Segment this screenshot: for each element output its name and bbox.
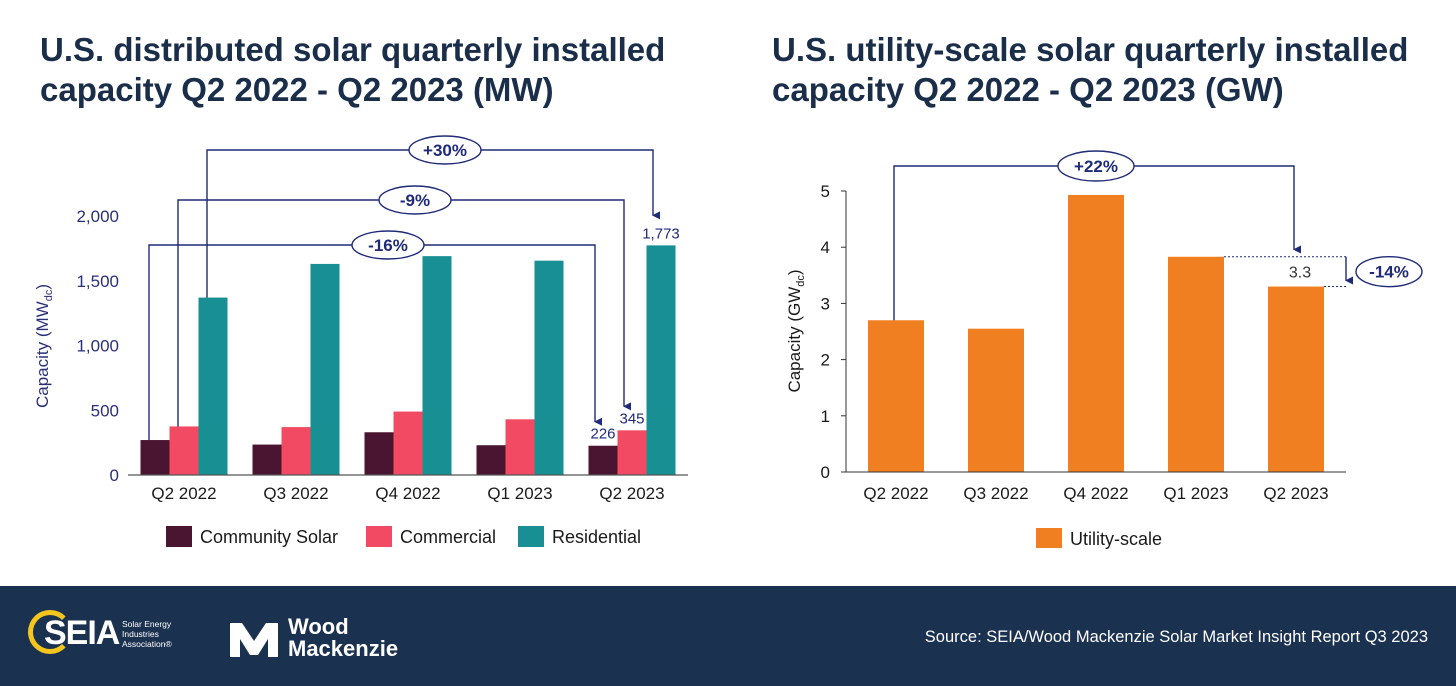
annotation-bubble [351,230,425,260]
x-tick-label: Q4 2022 [1063,484,1128,503]
bar-community-solar-0 [140,440,170,475]
annotation-bubble [378,185,452,215]
bar-residential-0 [198,297,228,475]
x-tick-label: Q1 2023 [487,484,552,503]
annotation-bubble [1057,150,1135,182]
x-tick-label: Q2 2022 [863,484,928,503]
legend-swatch [166,526,192,547]
x-tick-label: Q2 2023 [599,484,664,503]
x-tick-label: Q3 2022 [963,484,1028,503]
bar-residential-3 [534,260,564,475]
annotation-label: +30% [423,141,467,160]
y-axis-label: Capacity (MWdc) [33,284,55,408]
y-tick-label: 500 [91,401,119,420]
y-tick-label: 0 [821,463,830,482]
legend-label: Community Solar [200,527,338,547]
wm-line1: Wood [288,614,349,639]
annotation-label: -14% [1369,263,1409,282]
legend-label: Commercial [400,527,496,547]
data-label: 1,773 [642,225,680,242]
bar-community-solar-1 [252,444,282,475]
annotation-bubble [408,135,482,165]
bar-community-solar-4 [588,445,618,475]
right-chart-title: U.S. utility-scale solar quarterly insta… [772,31,1409,108]
bar-commercial-3 [505,419,535,475]
y-tick-label: 3 [821,294,830,313]
bar-utility-scale-1 [968,328,1024,472]
data-label: 226 [590,426,615,443]
legend-swatch [518,526,544,547]
y-tick-label: 2,000 [76,207,119,226]
wood-mackenzie-mark-icon [230,623,278,657]
bar-commercial-1 [281,427,311,475]
legend-swatch [1036,528,1062,548]
bar-utility-scale-2 [1068,194,1124,472]
y-tick-label: 1,500 [76,272,119,291]
data-label: 3.3 [1289,265,1311,282]
charts-canvas: Q2 2022 Q3 2022 Q4 2022 Q1 2023 Q2 2023 0 500 1… [33,135,1423,549]
annotation-bubble [1355,255,1423,288]
seia-sun-icon [28,610,72,654]
y-axis-label: Capacity (GWdc) [785,269,807,392]
x-tick-label: Q2 2022 [151,484,216,503]
annotation-label: -9% [400,191,430,210]
bar-utility-scale-3 [1168,256,1224,472]
x-tick-label: Q4 2022 [375,484,440,503]
data-label: 345 [619,410,644,427]
seia-logo-text: SEIA [44,614,120,652]
bar-residential-4 [646,245,676,475]
bar-utility-scale-0 [868,320,924,472]
bar-community-solar-2 [364,432,394,475]
annotation-label: -16% [368,236,408,255]
y-tick-label: 5 [821,182,830,201]
seia-logo: SEIA Solar Energy Industries Association… [24,608,204,664]
annotation-label: +22% [1074,157,1118,176]
x-tick-label: Q1 2023 [1163,484,1228,503]
wm-line2: Mackenzie [288,636,399,661]
bar-residential-1 [310,263,340,475]
seia-logo-subtext: Solar Energy Industries Association® [122,619,172,649]
y-tick-label: 1,000 [76,337,119,356]
legend-label: Utility-scale [1070,529,1162,549]
legend-label: Residential [552,527,641,547]
wood-mackenzie-logo-text: Wood Mackenzie [288,616,398,660]
bar-commercial-0 [169,426,199,475]
footer-bar: SEIA Solar Energy Industries Association… [0,586,1456,686]
bar-utility-scale-4 [1268,286,1324,472]
y-tick-label: 2 [821,351,830,370]
y-tick-label: 0 [110,466,119,485]
legend-swatch [366,526,392,547]
x-tick-label: Q3 2022 [263,484,328,503]
bar-residential-2 [422,256,452,475]
bar-commercial-2 [393,411,423,475]
bar-community-solar-3 [476,445,506,475]
y-tick-label: 4 [821,238,830,257]
left-chart-title: U.S. distributed solar quarterly install… [40,31,666,108]
y-tick-label: 1 [821,407,830,426]
wood-mackenzie-logo: Wood Mackenzie [230,616,420,666]
bar-commercial-4 [617,430,647,475]
x-tick-label: Q2 2023 [1263,484,1328,503]
source-note: Source: SEIA/Wood Mackenzie Solar Market… [924,628,1428,646]
